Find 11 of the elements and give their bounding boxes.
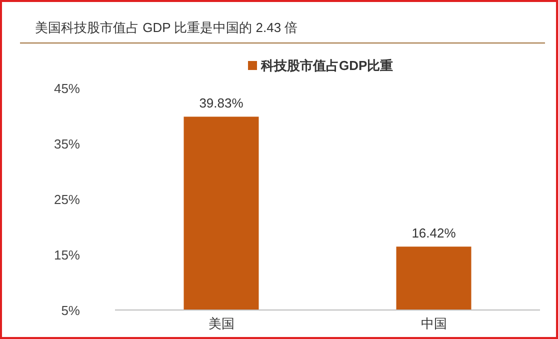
- y-tick-label: 5%: [61, 303, 80, 318]
- x-tick-label: 中国: [420, 316, 447, 331]
- text: 39.83%: [199, 96, 244, 111]
- y-tick-label: 15%: [54, 248, 80, 262]
- y-tick-label: 25%: [54, 192, 80, 207]
- y-tick-label: 45%: [54, 81, 80, 96]
- y-tick-label: 35%: [54, 136, 80, 152]
- legend-label: 科技股市值占GDP比重: [260, 58, 394, 73]
- chart-title: 美国科技股市值占 GDP 比重是中国的 2.43 倍: [35, 20, 298, 35]
- text: 16.42%: [412, 226, 456, 241]
- x-tick-label: 美国: [208, 316, 234, 331]
